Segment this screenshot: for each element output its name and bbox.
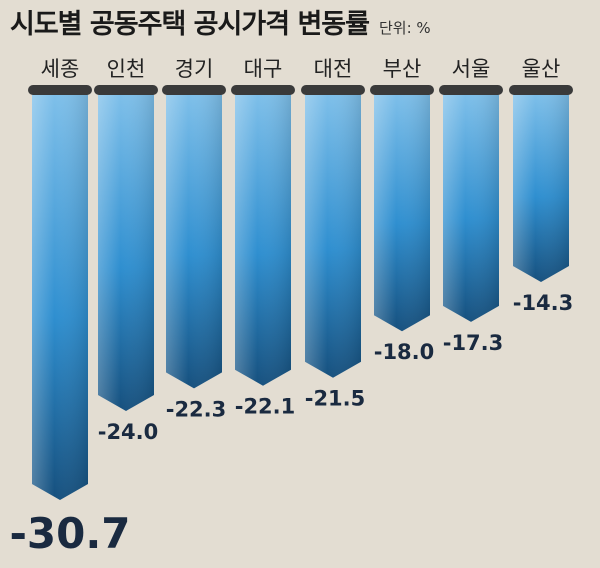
bar-cap [301, 85, 365, 95]
data-label: -22.3 [166, 397, 227, 421]
bar-cap [370, 85, 434, 95]
category-label: 서울 [452, 57, 491, 81]
bar-cap [439, 85, 503, 95]
data-label: -30.7 [9, 509, 130, 558]
bar-sheen [166, 92, 222, 389]
data-label: -22.1 [235, 395, 296, 419]
bar-cap [231, 85, 295, 95]
bar-sheen [305, 92, 361, 378]
category-label: 세종 [41, 57, 80, 81]
category-label: 인천 [107, 57, 146, 81]
category-label: 경기 [175, 57, 214, 81]
data-label: -14.3 [513, 291, 574, 315]
bar-sheen [513, 92, 569, 283]
bar-sheen [32, 92, 88, 500]
category-label: 울산 [522, 57, 561, 81]
bar-sheen [235, 92, 291, 386]
data-label: -24.0 [98, 420, 159, 444]
bar-cap [94, 85, 158, 95]
category-label: 대구 [244, 57, 283, 81]
data-label: -18.0 [374, 340, 435, 364]
bar-sheen [374, 92, 430, 332]
bar-cap [509, 85, 573, 95]
chart-title: 시도별 공동주택 공시가격 변동률 [10, 9, 370, 40]
title-row: 시도별 공동주택 공시가격 변동률 단위: % [10, 2, 431, 42]
unit-label: 단위: % [378, 19, 431, 37]
data-label: -21.5 [305, 387, 366, 411]
bar-cap [162, 85, 226, 95]
bar-sheen [443, 92, 499, 322]
category-label: 대전 [314, 57, 353, 81]
bar-cap [28, 85, 92, 95]
category-label: 부산 [383, 57, 422, 81]
data-label: -17.3 [443, 331, 504, 355]
bar-sheen [98, 92, 154, 411]
